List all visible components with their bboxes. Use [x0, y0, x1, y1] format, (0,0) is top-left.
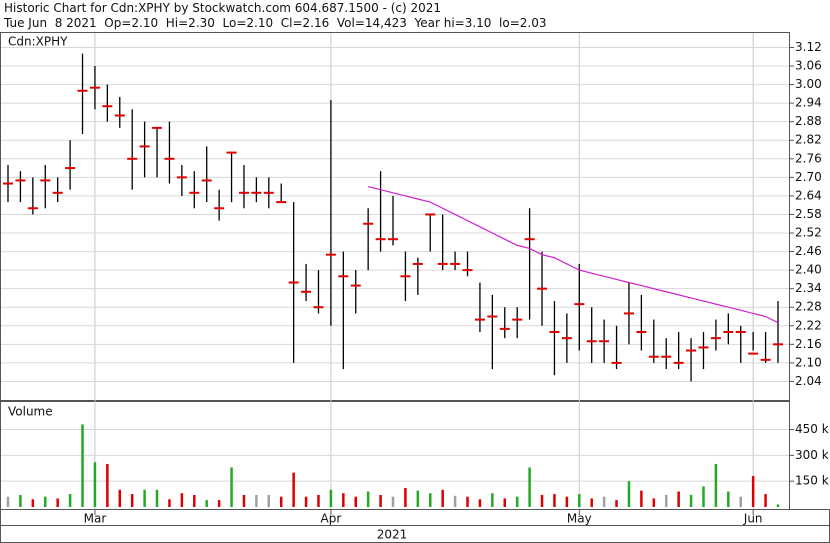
y-tick-label: 450 k [795, 422, 829, 436]
y-tick-label: 2.58 [795, 207, 822, 221]
y-tick-label: 2.52 [795, 226, 822, 240]
y-tick-label: 2.94 [795, 96, 822, 110]
y-tick-label: 2.82 [795, 133, 822, 147]
moving-average-line [368, 186, 779, 324]
y-tick-label: 2.88 [795, 114, 822, 128]
y-tick-label: 2.10 [795, 355, 822, 369]
y-tick-label: 2.76 [795, 151, 822, 165]
header-line: Historic Chart for Cdn:XPHY by Stockwatc… [4, 1, 442, 15]
year-label: 2021 [377, 528, 408, 542]
x-tick-label: Mar [84, 512, 107, 526]
date-axis [0, 509, 830, 526]
y-tick-label: 3.00 [795, 77, 822, 91]
header-line: Tue Jun 8 2021 Op=2.10 Hi=2.30 Lo=2.10 C… [4, 16, 547, 30]
y-tick-label: 3.12 [795, 40, 822, 54]
year-axis [0, 525, 830, 543]
x-tick-label: May [567, 512, 592, 526]
y-tick-label: 2.28 [795, 300, 822, 314]
y-tick-label: 2.34 [795, 281, 822, 295]
y-tick-label: 2.04 [795, 374, 822, 388]
y-tick-label: 150 k [795, 474, 829, 488]
x-tick-label: Jun [743, 512, 763, 526]
y-tick-label: 2.22 [795, 318, 822, 332]
y-tick-label: 2.64 [795, 188, 822, 202]
y-tick-label: 2.46 [795, 244, 822, 258]
y-tick-label: 2.16 [795, 337, 822, 351]
y-tick-label: 2.70 [795, 170, 822, 184]
x-tick-label: Apr [321, 512, 342, 526]
y-tick-label: 300 k [795, 448, 829, 462]
y-tick-label: 2.40 [795, 263, 822, 277]
price-panel [0, 32, 790, 401]
panel-title: Volume [8, 405, 53, 419]
y-tick-label: 3.06 [795, 59, 822, 73]
panel-title: Cdn:XPHY [8, 35, 68, 49]
